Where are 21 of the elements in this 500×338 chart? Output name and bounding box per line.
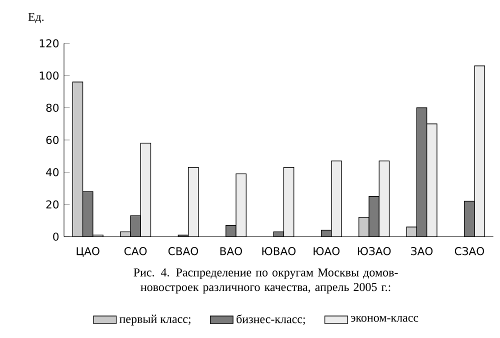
legend-label: эконом-класс xyxy=(350,316,418,322)
y-tick-label: 120 xyxy=(40,39,59,48)
x-tick-label: ЦАО xyxy=(76,247,100,257)
legend-label: бизнес-класс; xyxy=(236,314,305,325)
x-tick-label: ЮЗАО xyxy=(358,247,391,256)
x-tick-label: ЮАО xyxy=(314,247,340,256)
y-tick-label: 20 xyxy=(46,200,59,209)
y-tick-label: 100 xyxy=(40,71,59,80)
y-axis-title: Ед. xyxy=(28,12,44,24)
x-tick-label: ЗАО xyxy=(411,247,433,256)
y-tick-label: 0 xyxy=(53,232,59,241)
x-tick-label: САО xyxy=(124,247,147,256)
legend-label: первый класс; xyxy=(119,314,190,326)
text: Рис. 4. Распределение по округам Москвы домов-новостроек различного качества, апрель 2005 г.: xyxy=(134,268,398,294)
y-tick-label: 80 xyxy=(46,104,59,112)
x-tick-label: ЮВАО xyxy=(262,247,296,256)
x-tick-label: ВАО xyxy=(220,247,242,256)
y-tick-label: 60 xyxy=(46,136,59,144)
y-tick-label: 40 xyxy=(46,168,59,176)
x-tick-label: СЗАО xyxy=(454,247,484,256)
x-tick-label: СВАО xyxy=(168,247,198,256)
